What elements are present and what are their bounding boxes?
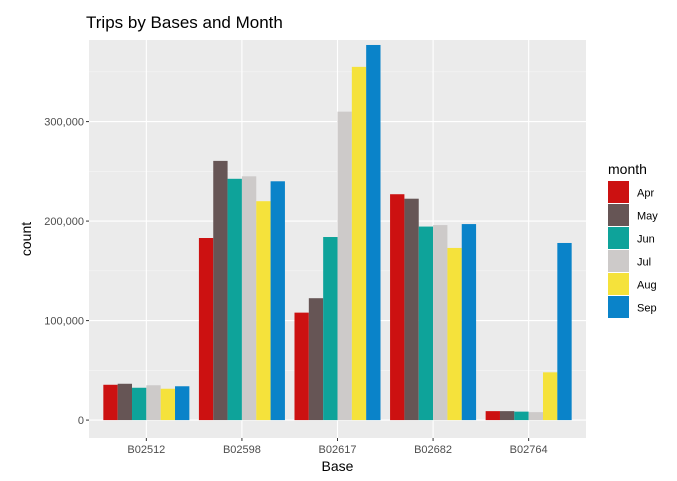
bar-sep-b02598 — [270, 181, 285, 421]
legend-key-may — [608, 204, 629, 226]
y-tick-label: 100,000 — [44, 316, 84, 328]
bar-jul-b02512 — [146, 385, 161, 421]
bar-jul-b02617 — [337, 111, 352, 421]
bar-apr-b02682 — [390, 194, 405, 421]
legend-label-sep: Sep — [637, 303, 657, 315]
legend-label-may: May — [637, 211, 658, 223]
bar-sep-b02512 — [175, 386, 190, 421]
bar-jul-b02598 — [241, 176, 257, 421]
bar-apr-b02617 — [294, 312, 309, 421]
x-axis-title: Base — [322, 458, 354, 474]
bar-may-b02512 — [117, 383, 133, 421]
bar-aug-b02598 — [256, 201, 271, 421]
bar-jun-b02617 — [323, 237, 338, 421]
bar-sep-b02682 — [461, 224, 477, 421]
legend-key-jun — [608, 227, 629, 249]
legend-label-apr: Apr — [637, 188, 654, 200]
bars — [103, 44, 572, 421]
bar-aug-b02764 — [542, 372, 558, 421]
y-axis: 0 100,000 200,000 300,000 — [44, 117, 89, 427]
bar-aug-b02682 — [447, 247, 462, 421]
bar-sep-b02764 — [557, 242, 572, 421]
y-tick-label: 200,000 — [44, 216, 84, 228]
legend-key-sep — [608, 296, 629, 318]
y-tick-label: 300,000 — [44, 117, 84, 129]
bar-may-b02598 — [213, 160, 228, 421]
y-tick-label: 0 — [78, 415, 84, 427]
bar-jul-b02682 — [433, 225, 448, 421]
legend-title: month — [608, 161, 647, 177]
y-axis-title: count — [18, 222, 34, 256]
legend-label-jun: Jun — [637, 234, 655, 246]
x-tick-label: B02764 — [510, 444, 548, 456]
bar-may-b02764 — [499, 411, 515, 421]
bar-jun-b02598 — [227, 178, 242, 421]
legend-key-apr — [608, 181, 629, 203]
x-tick-label: B02682 — [414, 444, 452, 456]
bar-apr-b02512 — [103, 384, 118, 421]
x-tick-label: B02512 — [127, 444, 165, 456]
bar-sep-b02617 — [366, 44, 381, 421]
legend-key-jul — [608, 250, 629, 272]
bar-jun-b02682 — [418, 226, 434, 421]
x-axis: B02512 B02598 B02617 B02682 B02764 — [127, 438, 548, 456]
bar-jul-b02764 — [528, 412, 543, 421]
legend-key-aug — [608, 273, 629, 295]
bar-aug-b02617 — [351, 66, 367, 421]
chart-title: Trips by Bases and Month — [86, 13, 283, 32]
bar-apr-b02598 — [198, 238, 214, 421]
legend: month Apr May Jun Jul Aug Sep — [608, 161, 658, 318]
legend-label-aug: Aug — [637, 280, 657, 292]
bar-jun-b02512 — [132, 387, 147, 421]
bar-jun-b02764 — [514, 411, 529, 421]
bar-may-b02682 — [404, 198, 419, 421]
x-tick-label: B02598 — [223, 444, 261, 456]
legend-label-jul: Jul — [637, 257, 651, 269]
bar-apr-b02764 — [485, 411, 500, 421]
x-tick-label: B02617 — [319, 444, 357, 456]
bar-aug-b02512 — [160, 388, 176, 421]
bar-may-b02617 — [308, 298, 324, 421]
